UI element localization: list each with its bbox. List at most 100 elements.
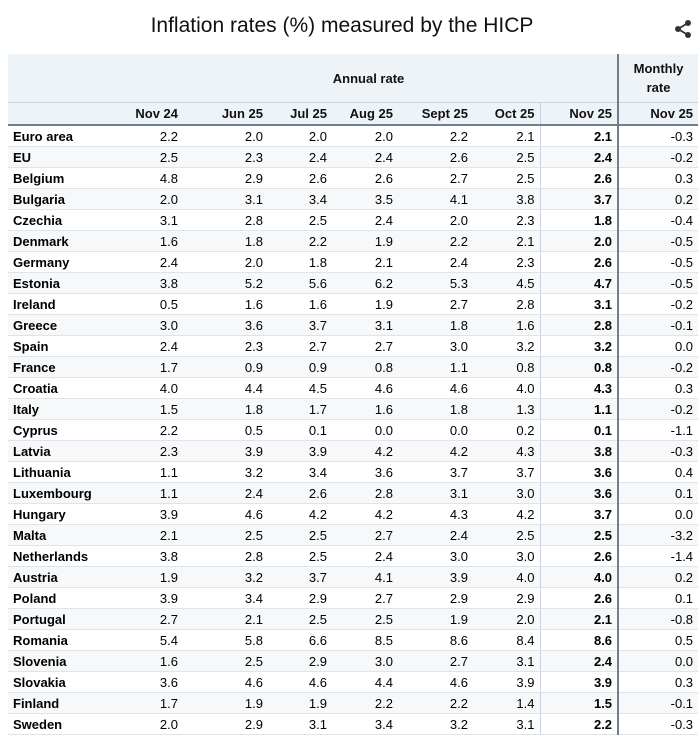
- monthly-rate-header: Monthly rate: [617, 54, 699, 103]
- table-row: Czechia 3.1 2.8 2.5 2.4 2.0 2.3 1.8 -0.4: [8, 209, 699, 231]
- table-row: EU 2.5 2.3 2.4 2.4 2.6 2.5 2.4 -0.2: [8, 146, 699, 168]
- value-cell: 3.8: [120, 272, 183, 294]
- value-cell: -1.4: [617, 545, 699, 567]
- country-cell: Latvia: [8, 440, 120, 462]
- value-cell: 1.9: [183, 692, 268, 714]
- value-cell: 3.2: [398, 713, 473, 735]
- country-cell: Slovakia: [8, 671, 120, 693]
- country-cell: France: [8, 356, 120, 378]
- value-cell: 2.7: [268, 335, 332, 357]
- value-cell: 2.5: [268, 545, 332, 567]
- value-cell: 4.5: [473, 272, 541, 294]
- country-cell: Czechia: [8, 209, 120, 231]
- value-cell: 5.8: [183, 629, 268, 651]
- value-cell: -0.2: [617, 146, 699, 168]
- value-cell: 4.0: [540, 566, 619, 588]
- page-title: Inflation rates (%) measured by the HICP: [150, 14, 534, 37]
- value-cell: 2.4: [398, 524, 473, 546]
- value-cell: 4.4: [183, 377, 268, 399]
- value-cell: -0.5: [617, 230, 699, 252]
- value-cell: 2.4: [183, 482, 268, 504]
- column-header: Sept 25: [398, 102, 473, 126]
- value-cell: 4.2: [398, 440, 473, 462]
- value-cell: 2.7: [332, 335, 398, 357]
- value-cell: 3.1: [473, 713, 541, 735]
- value-cell: -0.3: [617, 440, 699, 462]
- value-cell: 3.9: [183, 440, 268, 462]
- table-row: Italy 1.5 1.8 1.7 1.6 1.8 1.3 1.1 -0.2: [8, 398, 699, 420]
- value-cell: 2.2: [120, 125, 183, 147]
- table-row: Spain 2.4 2.3 2.7 2.7 3.0 3.2 3.2 0.0: [8, 335, 699, 357]
- value-cell: 1.7: [268, 398, 332, 420]
- value-cell: 0.2: [617, 188, 699, 210]
- value-cell: 1.1: [540, 398, 619, 420]
- value-cell: 2.2: [540, 713, 619, 735]
- value-cell: 1.4: [473, 692, 541, 714]
- table-row: Cyprus 2.2 0.5 0.1 0.0 0.0 0.2 0.1 -1.1: [8, 419, 699, 441]
- value-cell: 3.1: [332, 314, 398, 336]
- monthly-rate-line2: rate: [646, 80, 671, 95]
- value-cell: 4.1: [398, 188, 473, 210]
- value-cell: 3.4: [268, 461, 332, 483]
- country-cell: Cyprus: [8, 419, 120, 441]
- value-cell: 2.0: [540, 230, 619, 252]
- value-cell: 2.6: [398, 146, 473, 168]
- value-cell: 3.9: [268, 440, 332, 462]
- value-cell: 1.9: [398, 608, 473, 630]
- value-cell: 3.1: [473, 650, 541, 672]
- table-row: Denmark 1.6 1.8 2.2 1.9 2.2 2.1 2.0 -0.5: [8, 230, 699, 252]
- value-cell: 1.8: [398, 398, 473, 420]
- value-cell: 0.0: [617, 503, 699, 525]
- table-row: Netherlands 3.8 2.8 2.5 2.4 3.0 3.0 2.6 -1.4: [8, 545, 699, 567]
- annual-rate-header: Annual rate: [120, 54, 619, 103]
- column-header: Nov 25: [617, 102, 699, 126]
- value-cell: 2.3: [473, 251, 541, 273]
- value-cell: 2.9: [183, 167, 268, 189]
- value-cell: 2.8: [183, 209, 268, 231]
- value-cell: 3.4: [332, 713, 398, 735]
- value-cell: 2.5: [120, 146, 183, 168]
- value-cell: 0.9: [268, 356, 332, 378]
- value-cell: 2.8: [183, 545, 268, 567]
- table-row: Germany 2.4 2.0 1.8 2.1 2.4 2.3 2.6 -0.5: [8, 251, 699, 273]
- table-row: Ireland 0.5 1.6 1.6 1.9 2.7 2.8 3.1 -0.2: [8, 293, 699, 315]
- value-cell: 3.6: [183, 314, 268, 336]
- value-cell: 0.2: [617, 566, 699, 588]
- value-cell: 0.0: [398, 419, 473, 441]
- value-cell: 4.5: [268, 377, 332, 399]
- value-cell: 2.1: [473, 125, 541, 147]
- value-cell: 3.1: [540, 293, 619, 315]
- value-cell: 2.2: [120, 419, 183, 441]
- corner-cell: [8, 54, 120, 103]
- table-row: Poland 3.9 3.4 2.9 2.7 2.9 2.9 2.6 0.1: [8, 587, 699, 609]
- country-cell: Italy: [8, 398, 120, 420]
- value-cell: 2.5: [332, 608, 398, 630]
- value-cell: -0.5: [617, 251, 699, 273]
- value-cell: 0.5: [617, 629, 699, 651]
- value-cell: 1.8: [398, 314, 473, 336]
- value-cell: -0.1: [617, 314, 699, 336]
- value-cell: 4.3: [398, 503, 473, 525]
- value-cell: 1.8: [183, 398, 268, 420]
- value-cell: 4.6: [398, 671, 473, 693]
- value-cell: 4.2: [332, 503, 398, 525]
- value-cell: 2.6: [540, 587, 619, 609]
- value-cell: 2.9: [268, 587, 332, 609]
- value-cell: 4.3: [473, 440, 541, 462]
- value-cell: 1.6: [183, 293, 268, 315]
- country-cell: Sweden: [8, 713, 120, 735]
- value-cell: 3.0: [332, 650, 398, 672]
- share-icon[interactable]: [673, 19, 693, 39]
- value-cell: 2.9: [268, 650, 332, 672]
- value-cell: 2.1: [540, 608, 619, 630]
- column-header: Aug 25: [332, 102, 398, 126]
- value-cell: 3.9: [398, 566, 473, 588]
- value-cell: 2.9: [398, 587, 473, 609]
- value-cell: 2.7: [398, 650, 473, 672]
- country-cell: Euro area: [8, 125, 120, 147]
- value-cell: 3.7: [268, 314, 332, 336]
- country-cell: Luxembourg: [8, 482, 120, 504]
- value-cell: 1.7: [120, 356, 183, 378]
- country-cell: Croatia: [8, 377, 120, 399]
- value-cell: 4.4: [332, 671, 398, 693]
